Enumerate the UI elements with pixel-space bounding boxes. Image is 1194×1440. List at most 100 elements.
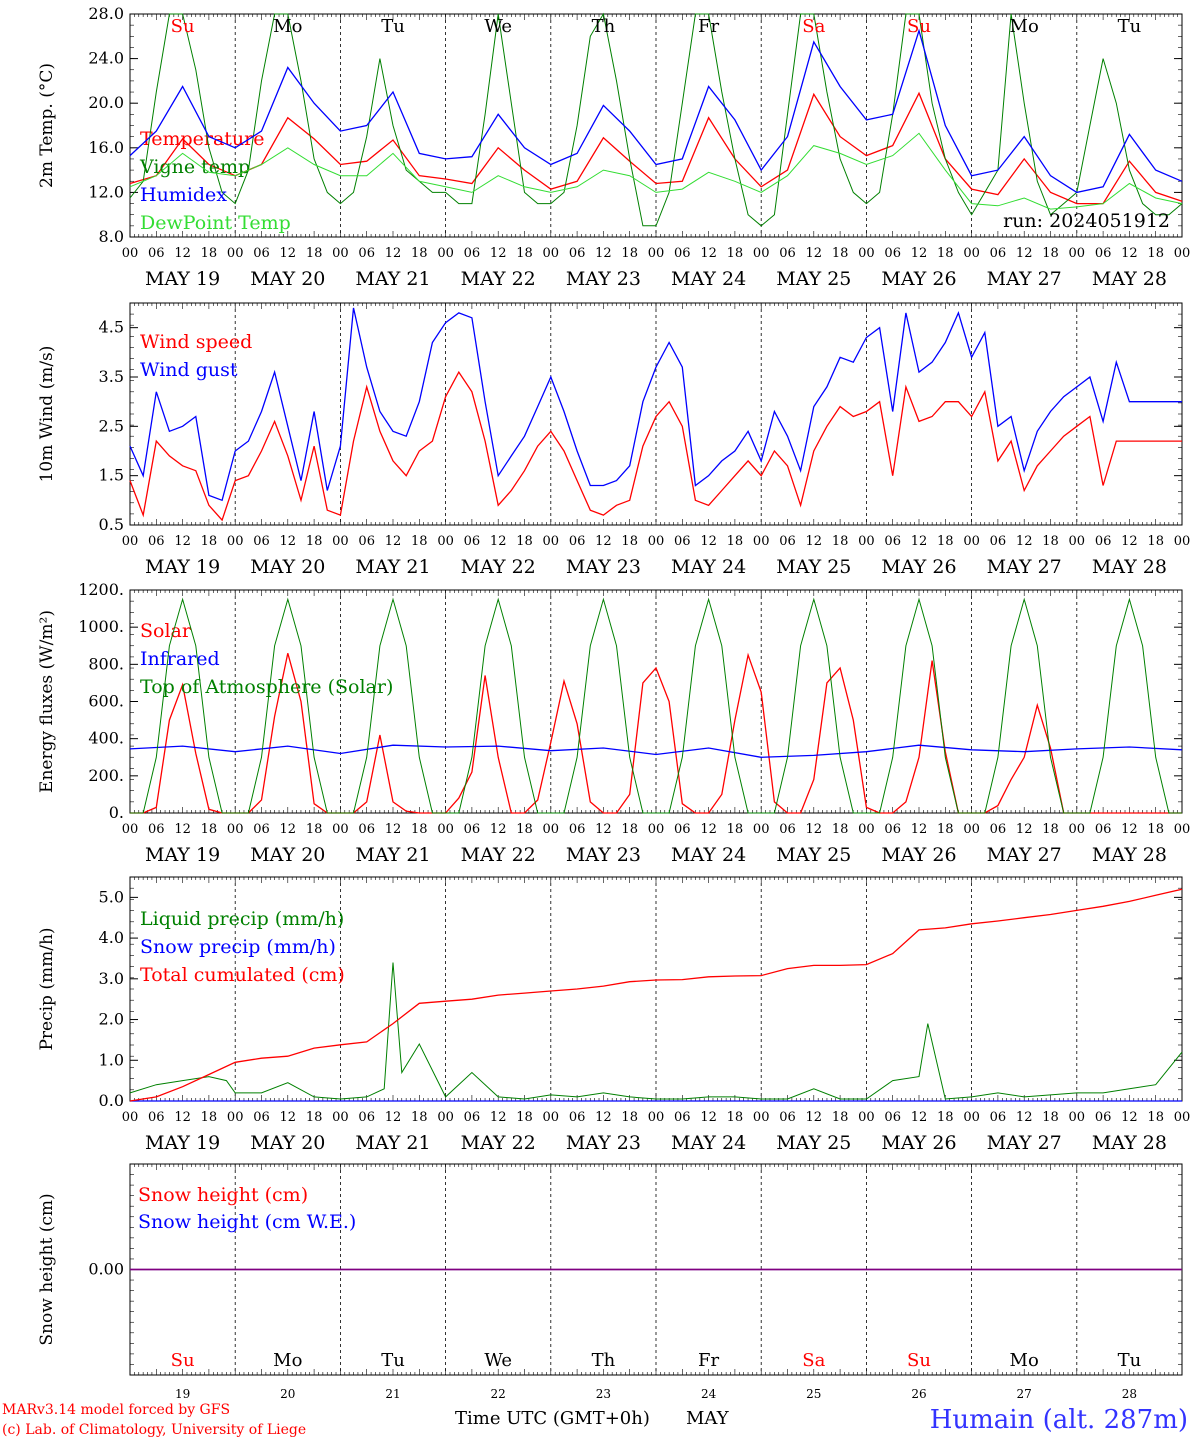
hour-label: 06 (358, 534, 375, 549)
hour-label: 12 (385, 822, 402, 837)
hour-label: 06 (1095, 246, 1112, 261)
date-label: MAY 25 (776, 844, 851, 866)
y-tick-label: 400. (88, 729, 124, 748)
date-label: MAY 24 (671, 1132, 746, 1154)
hour-label: 00 (963, 1110, 980, 1125)
date-label: MAY 26 (881, 556, 956, 578)
day-of-week-label: Mo (273, 16, 302, 37)
date-label: MAY 22 (461, 1132, 536, 1154)
hour-label: 06 (990, 246, 1007, 261)
date-label: MAY 19 (145, 556, 220, 578)
hour-label: 00 (1174, 246, 1191, 261)
legend-entry: Top of Atmosphere (Solar) (140, 676, 393, 698)
y-tick-label: 0.0 (99, 1091, 124, 1110)
hour-label: 06 (148, 246, 165, 261)
series-line-wind-speed (129, 370, 1182, 522)
hour-label: 00 (858, 822, 875, 837)
panel-2: 0.5 1.5 2.5 3.5 4.5 10m Wind (m/s) Wind speed W… (37, 302, 1190, 578)
panel-3: 0. 200. 400. 600. 800. 1000. 1200. Energy fluxe… (37, 580, 1190, 866)
hour-label: 00 (858, 1110, 875, 1125)
hour-label: 06 (779, 1110, 796, 1125)
day-of-week-label: Tu (1118, 1350, 1142, 1371)
hour-label: 12 (174, 534, 191, 549)
y-axis-title: 2m Temp. (°C) (37, 63, 57, 188)
date-label: MAY 21 (355, 556, 430, 578)
hour-label: 06 (253, 246, 270, 261)
series-line-liquid-precip-mm-h- (129, 962, 1183, 1100)
hour-label: 06 (253, 1110, 270, 1125)
y-tick-label: 800. (88, 654, 124, 673)
day-of-week-label: Tu (1118, 16, 1142, 37)
day-of-week-label: Th (592, 16, 616, 37)
date-label: MAY 19 (145, 1132, 220, 1154)
day-of-week-label: Su (171, 1350, 195, 1371)
hour-label: 18 (832, 1110, 849, 1125)
hour-label: 12 (911, 534, 928, 549)
hour-label: 12 (280, 534, 297, 549)
hour-label: 18 (411, 822, 428, 837)
date-label: MAY 20 (250, 1132, 325, 1154)
hour-label: 00 (227, 822, 244, 837)
hour-label: 06 (569, 822, 586, 837)
hour-label: 12 (1016, 246, 1033, 261)
y-axis-title: 10m Wind (m/s) (37, 346, 57, 483)
hour-label: 00 (648, 822, 665, 837)
hour-label: 00 (963, 534, 980, 549)
y-tick-label: 1000. (78, 617, 124, 636)
hour-label: 18 (727, 246, 744, 261)
hour-label: 00 (1174, 822, 1191, 837)
hour-label: 12 (1121, 1110, 1138, 1125)
hour-label: 06 (464, 246, 481, 261)
legend-entry: Wind gust (140, 359, 238, 381)
hour-label: 06 (884, 822, 901, 837)
hour-label: 00 (963, 822, 980, 837)
hour-label: 06 (358, 246, 375, 261)
date-label: MAY 20 (250, 556, 325, 578)
day-of-week-label: Tu (381, 1350, 405, 1371)
day-number-label: 20 (280, 1387, 295, 1401)
hour-label: 18 (411, 246, 428, 261)
hour-label: 18 (937, 822, 954, 837)
date-label: MAY 21 (355, 268, 430, 290)
hour-label: 18 (937, 1110, 954, 1125)
legend-entry: Snow height (cm W.E.) (138, 1211, 356, 1233)
y-tick-label: 1.0 (99, 1050, 124, 1069)
day-of-week-label: Su (907, 1350, 931, 1371)
footer-credit-line2: (c) Lab. of Climatology, University of L… (2, 1422, 306, 1438)
legend-entry: Temperature (140, 128, 264, 150)
hour-label: 12 (1016, 1110, 1033, 1125)
date-label: MAY 21 (355, 1132, 430, 1154)
day-number-label: 21 (385, 1387, 400, 1401)
hour-label: 18 (306, 822, 323, 837)
day-of-week-label: Sa (802, 1350, 825, 1371)
hour-label: 00 (648, 1110, 665, 1125)
series-line-dewpoint-temp (129, 132, 1183, 210)
date-label: MAY 27 (987, 844, 1062, 866)
date-label: MAY 26 (881, 268, 956, 290)
hour-label: 00 (648, 534, 665, 549)
hour-label: 12 (490, 246, 507, 261)
hour-label: 12 (595, 534, 612, 549)
date-label: MAY 22 (461, 844, 536, 866)
y-axis-title: Snow height (cm) (37, 1193, 57, 1345)
hour-label: 00 (227, 534, 244, 549)
hour-label: 18 (727, 822, 744, 837)
hour-label: 06 (884, 246, 901, 261)
y-tick-label: 3.0 (99, 969, 124, 988)
hour-label: 06 (358, 1110, 375, 1125)
hour-label: 12 (700, 534, 717, 549)
hour-label: 18 (411, 1110, 428, 1125)
hour-label: 18 (411, 534, 428, 549)
y-axis-title: Energy fluxes (W/m²) (37, 610, 57, 793)
date-label: MAY 28 (1092, 556, 1167, 578)
hour-label: 12 (280, 822, 297, 837)
series-line-infrared (129, 744, 1183, 758)
hour-label: 06 (990, 822, 1007, 837)
hour-label: 06 (779, 822, 796, 837)
date-label: MAY 23 (566, 844, 641, 866)
hour-label: 06 (253, 534, 270, 549)
station-label: Humain (alt. 287m) (930, 1405, 1188, 1435)
legend-entry: DewPoint Temp (140, 212, 291, 234)
hour-label: 06 (884, 1110, 901, 1125)
date-label: MAY 23 (566, 268, 641, 290)
